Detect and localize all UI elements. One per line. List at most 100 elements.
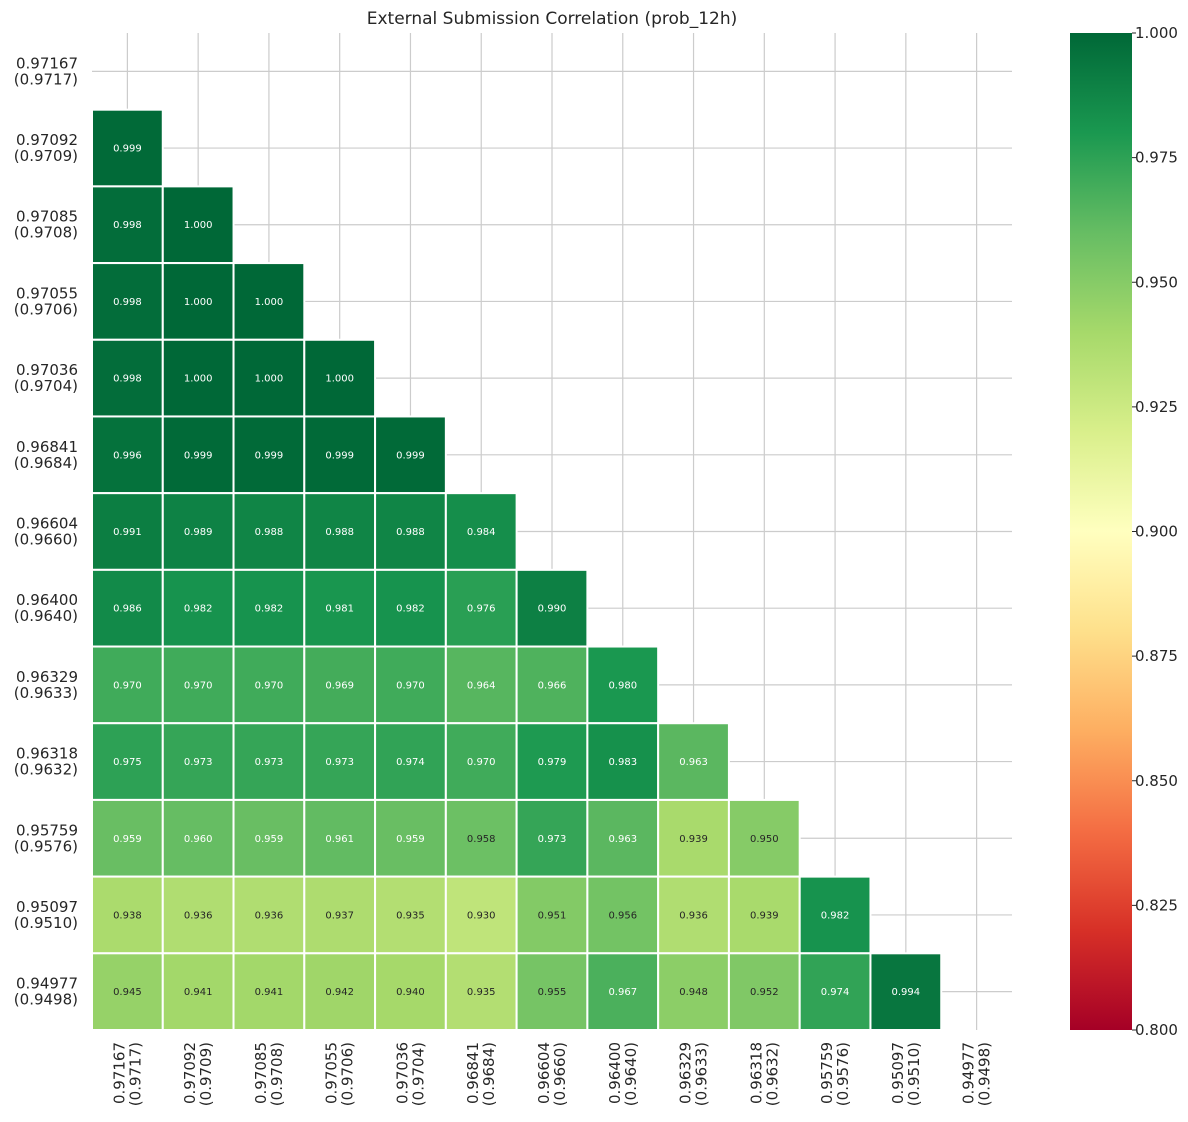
cell-value-label: 0.939 bbox=[750, 910, 779, 921]
heatmap-cell bbox=[515, 875, 589, 955]
cell-value-label: 0.970 bbox=[113, 680, 142, 691]
heatmap-cell bbox=[161, 798, 235, 878]
y-tick-label: 0.95759 (0.9576) bbox=[14, 821, 78, 855]
cell-value-label: 0.970 bbox=[255, 680, 284, 691]
cell-value-label: 0.982 bbox=[821, 910, 850, 921]
cell-value-label: 0.937 bbox=[325, 910, 354, 921]
heatmap-cell bbox=[232, 262, 306, 341]
heatmap-cell bbox=[91, 492, 164, 571]
heatmap-cell bbox=[586, 722, 660, 801]
heatmap-cell bbox=[515, 722, 589, 801]
cell-value-label: 0.961 bbox=[325, 834, 354, 845]
y-tick-label: 0.95097 (0.9510) bbox=[14, 898, 78, 932]
heatmap-cell bbox=[303, 415, 377, 495]
heatmap-cell bbox=[727, 798, 801, 878]
heatmap-cell bbox=[444, 722, 518, 801]
heatmap-cell bbox=[303, 798, 377, 878]
heatmap-cell bbox=[303, 338, 377, 418]
cell-value-label: 1.000 bbox=[184, 374, 213, 385]
cell-value-label: 0.963 bbox=[679, 757, 708, 768]
x-tick-label: 0.96841(0.9684) bbox=[464, 1042, 498, 1106]
cell-value-label: 0.942 bbox=[325, 987, 354, 998]
cell-value-label: 0.983 bbox=[608, 757, 637, 768]
heatmap-cell bbox=[444, 492, 518, 571]
cell-value-label: 0.999 bbox=[396, 450, 425, 461]
cell-value-label: 0.981 bbox=[325, 604, 354, 615]
y-tick-label: 0.97055 (0.9706) bbox=[14, 284, 78, 318]
cell-value-label: 0.973 bbox=[538, 834, 567, 845]
heatmap-cell bbox=[586, 645, 660, 725]
cell-value-label: 0.975 bbox=[113, 757, 142, 768]
cell-value-label: 0.973 bbox=[325, 757, 354, 768]
heatmap-cell bbox=[374, 722, 447, 801]
heatmap-cell bbox=[232, 875, 306, 955]
heatmap-cell bbox=[91, 952, 164, 1031]
cell-value-label: 0.970 bbox=[184, 680, 213, 691]
cell-value-label: 0.998 bbox=[113, 220, 142, 231]
heatmap-cell bbox=[374, 952, 447, 1031]
cell-value-label: 0.988 bbox=[255, 527, 284, 538]
cell-value-label: 0.999 bbox=[325, 450, 354, 461]
colorbar-tick-label: 1.000 bbox=[1135, 24, 1178, 42]
heatmap-cell bbox=[586, 798, 660, 878]
y-tick-label: 0.94977 (0.9498) bbox=[14, 975, 78, 1009]
cell-value-label: 0.982 bbox=[396, 604, 425, 615]
cell-value-label: 0.959 bbox=[396, 834, 425, 845]
y-tick-label: 0.97036 (0.9704) bbox=[14, 361, 78, 395]
cell-value-label: 0.940 bbox=[396, 987, 425, 998]
cell-value-label: 0.999 bbox=[184, 450, 213, 461]
y-tick-label: 0.96604 (0.9660) bbox=[14, 515, 78, 549]
heatmap-cell bbox=[444, 875, 518, 955]
cell-value-label: 0.970 bbox=[467, 757, 496, 768]
heatmap-cell bbox=[303, 722, 377, 801]
cell-value-label: 1.000 bbox=[255, 297, 284, 308]
cell-value-label: 0.930 bbox=[467, 910, 496, 921]
cell-value-label: 0.988 bbox=[325, 527, 354, 538]
y-tick-labels: 0.97167 (0.9717) 0.97092 (0.9709) 0.97085 (0.… bbox=[14, 54, 78, 1008]
cell-value-label: 0.986 bbox=[113, 604, 142, 615]
heatmap-cell bbox=[161, 492, 235, 571]
colorbar-tick-label: 0.975 bbox=[1135, 149, 1178, 167]
heatmap-cell bbox=[586, 875, 660, 955]
x-tick-label: 0.96400(0.9640) bbox=[606, 1042, 640, 1106]
colorbar-tick-label: 0.925 bbox=[1135, 398, 1178, 416]
cell-value-label: 1.000 bbox=[184, 220, 213, 231]
heatmap-cell bbox=[232, 952, 306, 1031]
colorbar-tick-label: 0.950 bbox=[1135, 273, 1178, 291]
cell-value-label: 0.976 bbox=[467, 604, 496, 615]
cell-value-label: 0.988 bbox=[396, 527, 425, 538]
x-tick-label: 0.97085(0.9708) bbox=[252, 1042, 286, 1106]
heatmap-cell bbox=[161, 952, 235, 1031]
cell-value-label: 1.000 bbox=[325, 374, 354, 385]
x-tick-label: 0.96329(0.9633) bbox=[677, 1042, 711, 1106]
cell-value-label: 0.984 bbox=[467, 527, 496, 538]
cell-value-label: 0.935 bbox=[467, 987, 496, 998]
cell-value-label: 0.969 bbox=[325, 680, 354, 691]
heatmap-cell bbox=[657, 875, 730, 955]
y-tick-label: 0.97092 (0.9709) bbox=[14, 131, 78, 165]
cell-value-label: 0.989 bbox=[184, 527, 213, 538]
cell-value-label: 0.998 bbox=[113, 374, 142, 385]
cell-value-label: 0.945 bbox=[113, 987, 142, 998]
colorbar-gradient bbox=[1070, 33, 1132, 1030]
heatmap-cell bbox=[374, 875, 447, 955]
cell-value-label: 0.982 bbox=[184, 604, 213, 615]
cell-value-label: 0.941 bbox=[255, 987, 284, 998]
cell-value-label: 0.950 bbox=[750, 834, 779, 845]
cell-value-label: 0.991 bbox=[113, 527, 142, 538]
heatmap-cell bbox=[91, 262, 164, 341]
cell-value-label: 0.936 bbox=[184, 910, 213, 921]
x-tick-label: 0.96604(0.9660) bbox=[535, 1042, 569, 1106]
heatmap-cell bbox=[161, 338, 235, 418]
x-tick-label: 0.97092(0.9709) bbox=[181, 1042, 215, 1106]
cell-value-label: 0.998 bbox=[113, 297, 142, 308]
cell-value-label: 0.974 bbox=[396, 757, 425, 768]
cell-value-label: 0.959 bbox=[255, 834, 284, 845]
heatmap-cell bbox=[161, 568, 235, 648]
cell-value-label: 0.963 bbox=[608, 834, 637, 845]
heatmap-cell bbox=[727, 952, 801, 1031]
cell-value-label: 0.979 bbox=[538, 757, 567, 768]
cell-value-label: 0.939 bbox=[679, 834, 708, 845]
